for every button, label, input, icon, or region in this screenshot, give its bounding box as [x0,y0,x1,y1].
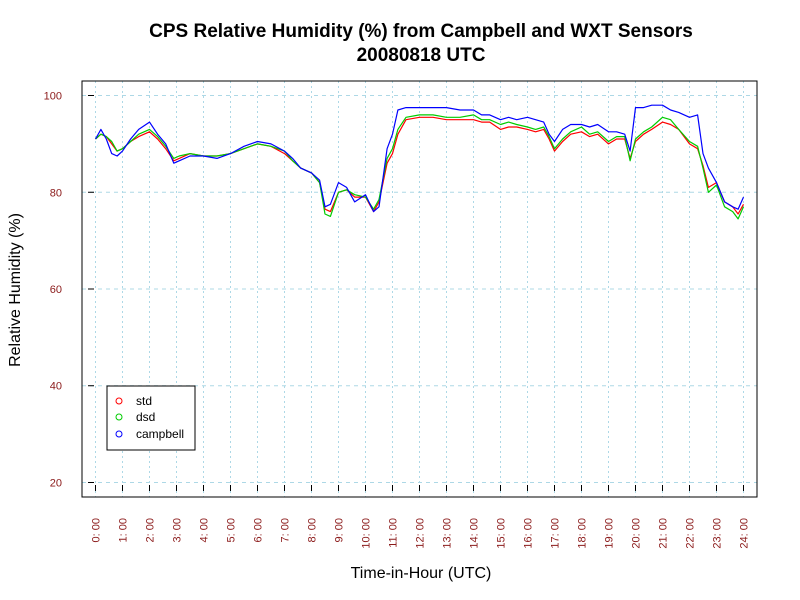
x-tick-label: 6: 00 [253,518,265,542]
x-tick-label: 13: 00 [442,518,454,549]
x-tick-label: 16: 00 [523,518,535,549]
x-tick-label: 20: 00 [631,518,643,549]
legend-label-std: std [136,394,152,408]
y-tick-label: 20 [50,477,62,489]
legend-marker-campbell [115,430,123,438]
x-tick-label: 8: 00 [307,518,319,542]
y-tick-label: 100 [44,91,62,103]
legend: std dsd campbell [106,385,196,451]
series-line-dsd [95,114,745,220]
x-tick-label: 15: 00 [496,518,508,549]
chart-title: CPS Relative Humidity (%) from Campbell … [149,21,693,42]
x-axis-label: Time-in-Hour (UTC) [351,565,492,582]
x-tick-label: 24: 00 [739,518,751,549]
series-lines [94,104,745,220]
series-line-campbell [94,104,745,213]
x-tick-label: 17: 00 [550,518,562,549]
x-tick-label: 14: 00 [469,518,481,549]
x-tick-label: 3: 00 [172,518,184,542]
x-tick-label: 21: 00 [658,518,670,549]
x-tick-label: 11: 00 [388,518,400,548]
plot-frame [81,80,758,498]
x-tick-label: 5: 00 [226,518,238,542]
x-tick-label: 4: 00 [199,518,211,542]
x-tick-label: 19: 00 [604,518,616,549]
x-tick-label: 7: 00 [280,518,292,542]
series-line-std [95,116,745,215]
x-tick-label: 9: 00 [334,518,346,542]
x-tick-label: 0: 00 [91,518,103,542]
y-tick-label: 80 [50,187,62,199]
y-axis-label: Relative Humidity (%) [7,213,24,367]
y-axis-ticks: 20 40 60 80 100 [44,91,94,489]
x-tick-label: 23: 00 [712,518,724,549]
x-tick-label: 1: 00 [118,518,130,542]
x-axis-ticks: 0: 00 1: 00 2: 00 3: 00 4: 00 5: 00 6: 00 7: 00… [91,485,751,549]
chart-subtitle: 20080818 UTC [357,45,486,66]
y-tick-label: 60 [50,284,62,296]
x-tick-label: 10: 00 [361,518,373,549]
legend-label-dsd: dsd [136,410,155,424]
legend-marker-dsd [115,413,123,421]
y-tick-label: 40 [50,381,62,393]
x-tick-label: 12: 00 [415,518,427,549]
x-tick-label: 18: 00 [577,518,589,549]
x-tick-label: 22: 00 [685,518,697,549]
legend-label-campbell: campbell [136,427,184,441]
x-tick-label: 2: 00 [145,518,157,542]
legend-marker-std [115,397,123,405]
